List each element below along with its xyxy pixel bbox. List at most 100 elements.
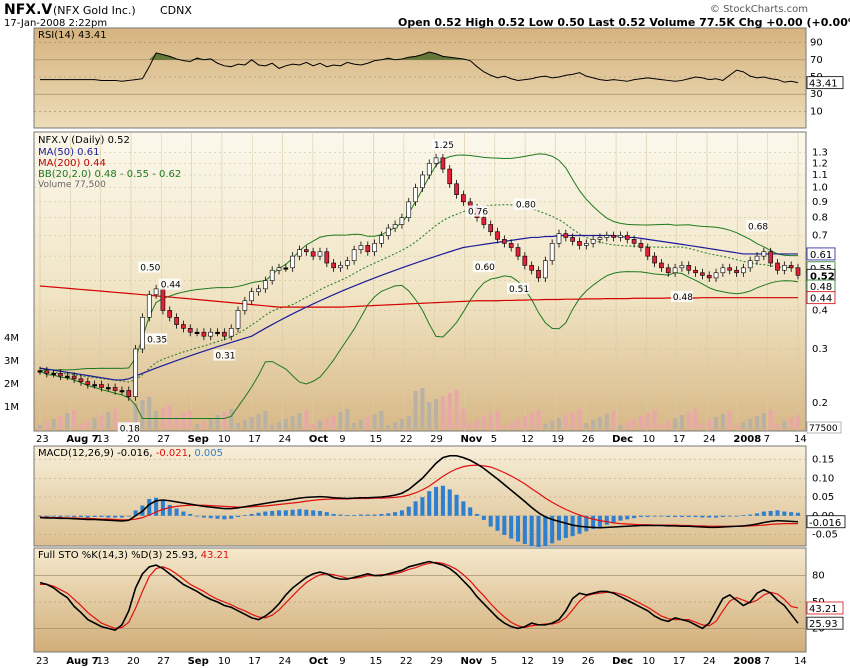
volume-bar [638, 416, 643, 429]
x-axis-label: 19 [551, 434, 564, 445]
macd-histogram-bar [543, 515, 548, 546]
annotation-box [466, 205, 489, 217]
candle-body [461, 194, 466, 203]
volume-bar [427, 402, 432, 429]
macd-histogram-bar [638, 515, 643, 517]
annotation-box [138, 261, 161, 273]
x-axis-label: 5 [491, 434, 497, 445]
candle-body [372, 243, 377, 253]
volume-bar [502, 425, 507, 429]
macd-histogram-bar [358, 514, 363, 516]
legend-volume: Volume 77,500 [38, 180, 106, 190]
volume-bar [591, 420, 596, 429]
macd-histogram-bar [338, 514, 343, 516]
macd-histogram-bar [51, 515, 56, 517]
annotation-box [507, 282, 530, 294]
macd-histogram-bar [399, 510, 404, 516]
candle-body [324, 251, 330, 264]
candle-body [761, 251, 767, 257]
candle-body [515, 247, 521, 257]
candle-body [153, 288, 159, 295]
macd-signal-val: -0.021 [155, 448, 188, 459]
macd-histogram-bar [686, 515, 691, 517]
macd-histogram-bar [160, 500, 165, 516]
candle-body [440, 157, 446, 170]
macd-histogram-bar [714, 515, 719, 518]
macd-histogram-bar [529, 515, 534, 546]
price-tick-label: 0.4 [812, 305, 828, 316]
volume-bar [345, 409, 350, 429]
candle-body [426, 163, 432, 176]
candle-body [727, 267, 733, 271]
volume-bar [256, 414, 261, 429]
macd-histogram-bar [563, 515, 568, 538]
candle-body [543, 260, 548, 279]
candle-body [454, 183, 459, 195]
volume-bar [550, 421, 555, 429]
macd-histogram-bar [413, 501, 418, 516]
price-tick-label: 1.1 [812, 170, 828, 181]
sto-last-tag [806, 616, 844, 630]
candle-body [788, 265, 794, 269]
x-axis-label: 24 [703, 656, 716, 667]
volume-bar [522, 416, 527, 429]
candle-body [713, 272, 719, 279]
candle-body [618, 235, 623, 238]
volume-bar [37, 425, 43, 429]
sto-title-text: Full STO %K(14,3) %D(3) 25.93, [38, 550, 201, 561]
candle-body [522, 255, 528, 266]
macd-hist-val: 0.005 [194, 448, 223, 459]
x-axis-label: 10 [642, 656, 655, 667]
volume-bar [386, 425, 391, 429]
x-axis-label: 10 [218, 656, 231, 667]
candle-body [754, 255, 760, 261]
volume-bar [215, 415, 220, 429]
volume-bar [584, 423, 589, 429]
candle-body [92, 384, 97, 387]
volume-bar [529, 413, 534, 429]
macd-histogram-bar [768, 510, 773, 516]
volume-bar [570, 412, 575, 429]
candle-body [351, 249, 357, 261]
volume-bar [795, 415, 801, 429]
x-axis-label: 15 [370, 434, 383, 445]
x-axis-label: 10 [642, 434, 655, 445]
macd-histogram-bar [256, 512, 261, 516]
macd-histogram-bar [775, 510, 780, 516]
rsi-last-tag [806, 76, 844, 90]
price-tag [806, 247, 836, 261]
volume-bar [727, 411, 732, 429]
volume-bar [420, 388, 425, 429]
macd-histogram-bar [276, 510, 282, 516]
annotation-box [513, 198, 536, 210]
macd-histogram-bar [522, 515, 527, 544]
macd-histogram-bar [666, 515, 671, 517]
candle-body [413, 187, 418, 203]
volume-bar [775, 424, 780, 429]
x-axis-label: 29 [430, 434, 443, 445]
volume-bar [789, 418, 794, 429]
macd-histogram-bar [44, 515, 49, 517]
macd-histogram-bar [454, 494, 459, 516]
candle-body [406, 201, 412, 218]
candle-body [611, 235, 616, 238]
candle-body [187, 328, 193, 333]
macd-histogram-bar [570, 515, 575, 537]
candle-body [235, 310, 241, 329]
candle-body [590, 239, 596, 244]
annotation-box [670, 291, 693, 303]
volume-bar [249, 417, 254, 429]
macd-histogram-bar [188, 513, 193, 516]
volume-bar [618, 425, 623, 429]
price-annotation: 0.60 [475, 263, 495, 273]
macd-histogram-bar [754, 513, 760, 516]
macd-histogram-bar [761, 511, 766, 516]
candle-body [768, 251, 774, 264]
macd-histogram-bar [741, 515, 746, 516]
volume-bar [543, 424, 548, 429]
candle-body [276, 267, 282, 271]
macd-histogram-bar [597, 515, 602, 528]
candle-body [44, 370, 50, 374]
macd-histogram-bar [147, 498, 152, 516]
macd-histogram-bar [727, 515, 732, 517]
